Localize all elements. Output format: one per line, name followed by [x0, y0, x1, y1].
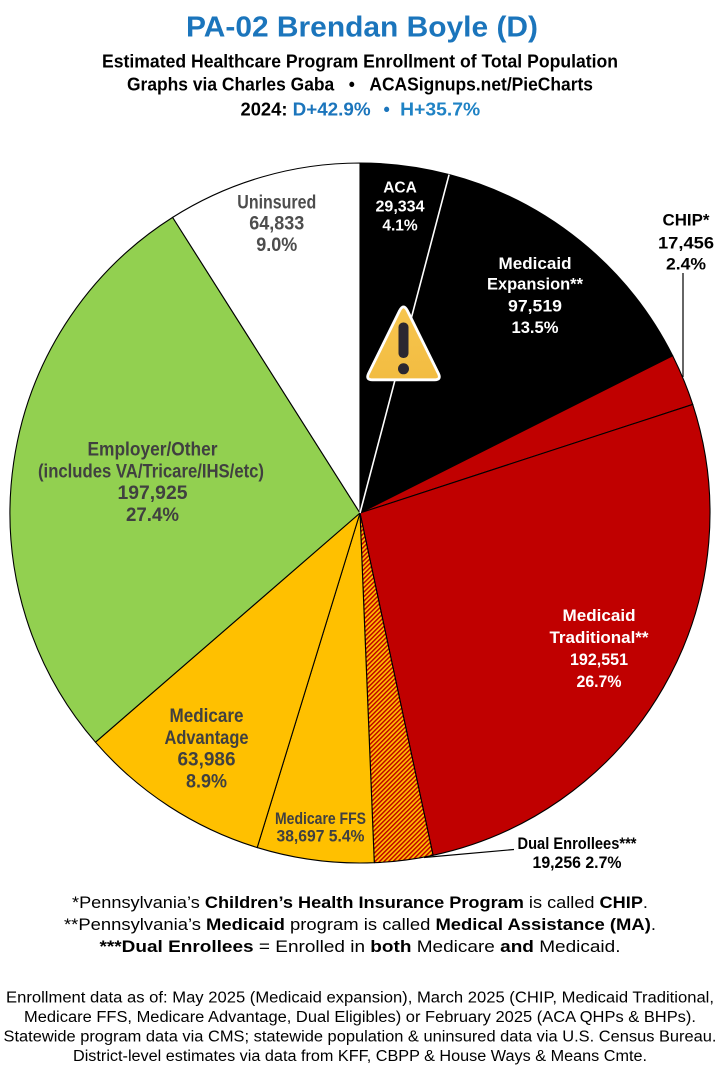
- svg-text:Expansion**: Expansion**: [487, 275, 583, 294]
- svg-text:Medicaid: Medicaid: [499, 254, 572, 273]
- svg-text:Statewide program data via CMS: Statewide program data via CMS; statewid…: [4, 1029, 717, 1046]
- svg-text:19,256 2.7%: 19,256 2.7%: [533, 854, 622, 872]
- svg-text:Traditional**: Traditional**: [550, 628, 649, 647]
- svg-text:Enrollment data as of: May 202: Enrollment data as of: May 2025 (Medicai…: [6, 990, 714, 1007]
- svg-text:64,833: 64,833: [249, 214, 304, 235]
- svg-text:197,925: 197,925: [118, 483, 188, 504]
- svg-text:(includes VA/Tricare/IHS/etc): (includes VA/Tricare/IHS/etc): [38, 462, 264, 483]
- svg-text:Medicare: Medicare: [170, 706, 244, 727]
- svg-text:29,334: 29,334: [376, 199, 425, 216]
- svg-text:8.9%: 8.9%: [186, 771, 227, 792]
- svg-text:***Dual Enrollees = Enrolled i: ***Dual Enrollees = Enrolled in both Med…: [100, 937, 621, 956]
- svg-text:District-level estimates via d: District-level estimates via data from K…: [73, 1048, 647, 1065]
- svg-text:Graphs via Charles Gaba •: Graphs via Charles Gaba • ACASignups.net…: [127, 75, 593, 95]
- svg-text:Estimated Healthcare Program E: Estimated Healthcare Program Enrollment …: [102, 52, 618, 72]
- svg-text:2024:: 2024:: [241, 100, 288, 120]
- svg-text:2.4%: 2.4%: [666, 256, 706, 274]
- svg-text:27.4%: 27.4%: [126, 505, 179, 526]
- svg-text:97,519: 97,519: [508, 297, 562, 316]
- svg-text:13.5%: 13.5%: [512, 318, 559, 337]
- svg-text:192,551: 192,551: [570, 650, 628, 669]
- svg-text:Employer/Other: Employer/Other: [88, 439, 219, 460]
- svg-text:63,986: 63,986: [178, 750, 236, 771]
- svg-text:4.1%: 4.1%: [382, 218, 418, 235]
- svg-text:*Pennsylvania’s Children’s Hea: *Pennsylvania’s Children’s Health Insura…: [72, 893, 648, 912]
- svg-text:Medicare FFS, Medicare Advanta: Medicare FFS, Medicare Advantage, Dual E…: [24, 1009, 696, 1026]
- svg-text:Medicaid: Medicaid: [563, 606, 636, 625]
- svg-text:26.7%: 26.7%: [577, 672, 622, 691]
- svg-text:38,697 5.4%: 38,697 5.4%: [277, 827, 365, 845]
- svg-text:•: •: [383, 100, 389, 120]
- svg-text:Uninsured: Uninsured: [237, 192, 316, 213]
- svg-text:**Pennsylvania’s Medicaid prog: **Pennsylvania’s Medicaid program is cal…: [64, 915, 656, 934]
- svg-text:Advantage: Advantage: [165, 728, 249, 749]
- svg-text:D+42.9%: D+42.9%: [293, 100, 371, 120]
- svg-text:17,456: 17,456: [658, 235, 714, 253]
- svg-text:Dual Enrollees***: Dual Enrollees***: [518, 835, 638, 853]
- svg-text:CHIP*: CHIP*: [663, 212, 711, 230]
- svg-text:Medicare FFS: Medicare FFS: [275, 810, 366, 828]
- svg-text:H+35.7%: H+35.7%: [400, 100, 480, 120]
- svg-text:ACA: ACA: [383, 180, 417, 197]
- svg-text:9.0%: 9.0%: [256, 235, 297, 256]
- svg-text:PA-02 Brendan Boyle (D): PA-02 Brendan Boyle (D): [186, 12, 538, 44]
